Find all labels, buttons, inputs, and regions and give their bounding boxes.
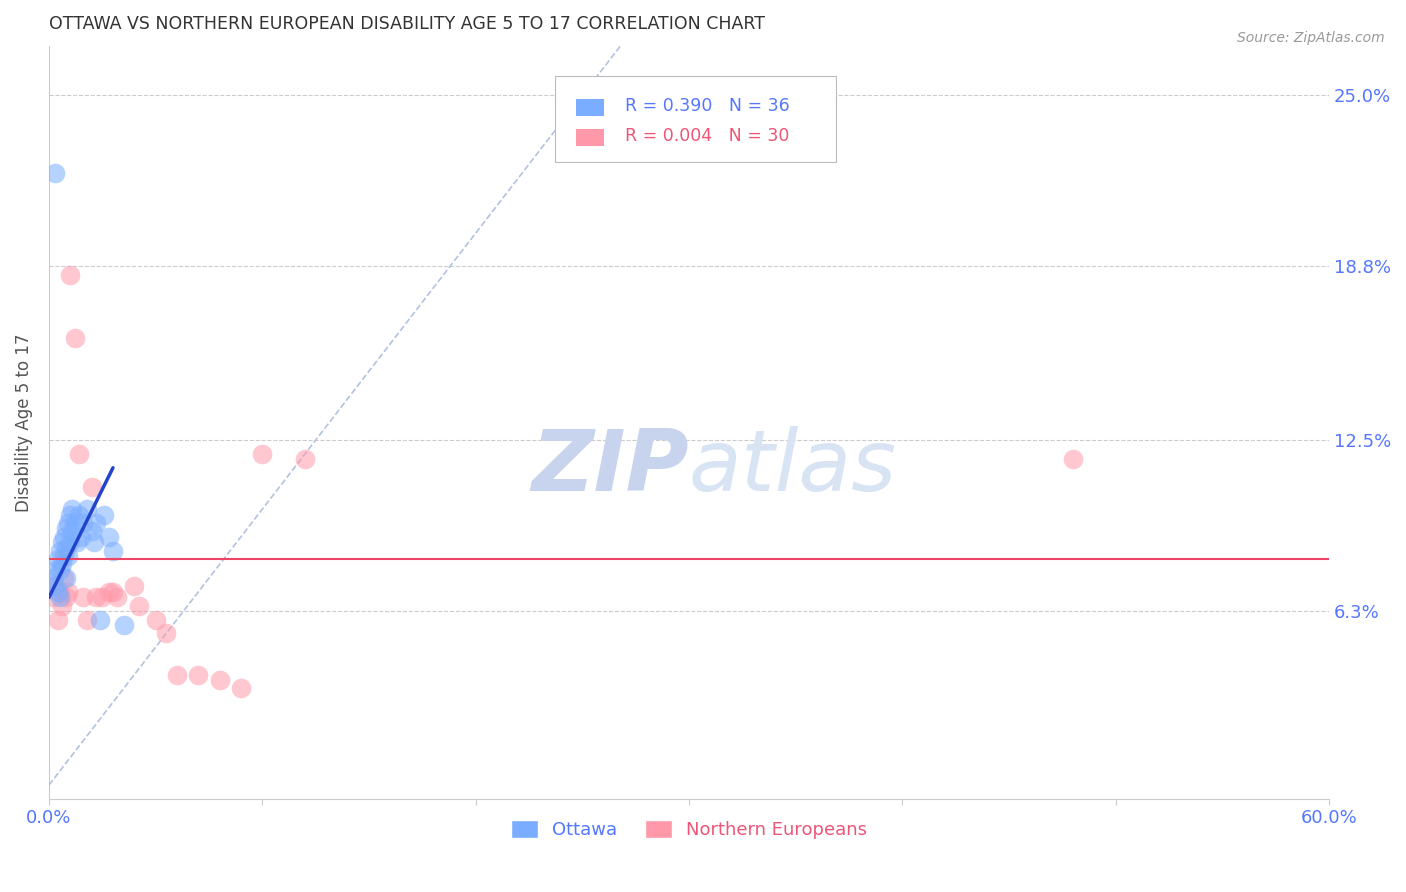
Point [112, 618, 135, 632]
Point [46, 585, 69, 599]
Point [101, 543, 124, 558]
Point [55, 591, 77, 605]
Point [44, 579, 66, 593]
Point [55, 541, 77, 555]
Point [83, 535, 105, 549]
Point [51, 558, 73, 572]
Point [80, 524, 103, 539]
Point [294, 452, 316, 467]
Point [52, 571, 75, 585]
Point [105, 591, 128, 605]
Point [208, 673, 231, 688]
Point [46, 551, 69, 566]
Point [48, 591, 70, 605]
Point [55, 521, 77, 535]
Point [44, 579, 66, 593]
Point [89, 613, 111, 627]
Point [72, 516, 94, 530]
Point [56, 516, 79, 530]
Bar [576, 99, 605, 116]
Point [70, 530, 93, 544]
Point [97, 585, 120, 599]
Point [55, 571, 77, 585]
Point [187, 667, 209, 681]
Bar [576, 129, 605, 145]
Text: ZIP: ZIP [531, 426, 689, 509]
Legend: Ottawa, Northern Europeans: Ottawa, Northern Europeans [503, 813, 875, 847]
Point [51, 599, 73, 613]
Text: R = 0.004   N = 30: R = 0.004 N = 30 [624, 127, 789, 145]
Point [97, 530, 120, 544]
Point [93, 508, 115, 522]
Point [101, 585, 124, 599]
Point [76, 613, 98, 627]
Point [52, 530, 75, 544]
Point [1062, 452, 1084, 467]
Point [63, 516, 86, 530]
Point [42, 591, 65, 605]
Point [66, 535, 89, 549]
Y-axis label: Disability Age 5 to 17: Disability Age 5 to 17 [15, 333, 32, 511]
Text: Source: ZipAtlas.com: Source: ZipAtlas.com [1237, 31, 1385, 45]
Point [44, 165, 66, 179]
Point [76, 502, 98, 516]
Point [62, 524, 84, 539]
Point [56, 549, 79, 563]
Point [229, 681, 252, 696]
Point [59, 508, 82, 522]
Point [67, 508, 90, 522]
Point [51, 535, 73, 549]
Point [48, 585, 70, 599]
Point [80, 480, 103, 494]
FancyBboxPatch shape [554, 76, 837, 162]
Text: R = 0.390   N = 36: R = 0.390 N = 36 [624, 97, 790, 115]
Point [63, 331, 86, 345]
Point [48, 543, 70, 558]
Point [166, 667, 188, 681]
Point [252, 447, 274, 461]
Point [44, 563, 66, 577]
Point [84, 516, 107, 530]
Point [56, 585, 79, 599]
Point [46, 613, 69, 627]
Point [48, 563, 70, 577]
Point [72, 591, 94, 605]
Point [42, 571, 65, 585]
Point [52, 549, 75, 563]
Text: OTTAWA VS NORTHERN EUROPEAN DISABILITY AGE 5 TO 17 CORRELATION CHART: OTTAWA VS NORTHERN EUROPEAN DISABILITY A… [49, 15, 765, 33]
Point [59, 268, 82, 282]
Point [62, 502, 84, 516]
Point [124, 579, 146, 593]
Text: atlas: atlas [689, 426, 897, 509]
Point [59, 535, 82, 549]
Point [67, 447, 90, 461]
Point [128, 599, 150, 613]
Point [145, 613, 167, 627]
Point [91, 591, 114, 605]
Point [155, 626, 177, 640]
Point [84, 591, 107, 605]
